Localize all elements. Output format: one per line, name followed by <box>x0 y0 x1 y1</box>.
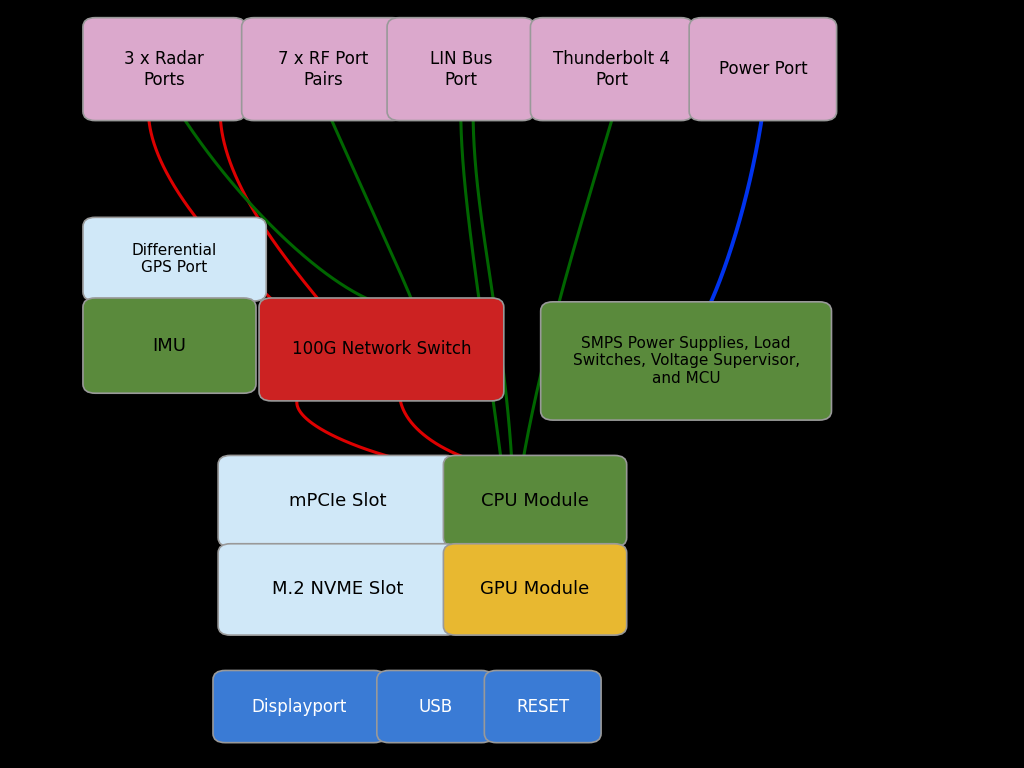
FancyBboxPatch shape <box>213 670 386 743</box>
FancyBboxPatch shape <box>443 455 627 547</box>
FancyBboxPatch shape <box>541 302 831 420</box>
Text: USB: USB <box>418 697 453 716</box>
Text: IMU: IMU <box>153 336 186 355</box>
Text: Displayport: Displayport <box>252 697 347 716</box>
FancyBboxPatch shape <box>83 217 266 301</box>
Text: M.2 NVME Slot: M.2 NVME Slot <box>272 581 403 598</box>
FancyBboxPatch shape <box>377 670 494 743</box>
FancyBboxPatch shape <box>218 544 458 635</box>
Text: SMPS Power Supplies, Load
Switches, Voltage Supervisor,
and MCU: SMPS Power Supplies, Load Switches, Volt… <box>572 336 800 386</box>
FancyBboxPatch shape <box>484 670 601 743</box>
Text: mPCIe Slot: mPCIe Slot <box>289 492 387 510</box>
Text: 100G Network Switch: 100G Network Switch <box>292 340 471 359</box>
Text: GPU Module: GPU Module <box>480 581 590 598</box>
Text: 3 x Radar
Ports: 3 x Radar Ports <box>124 50 205 88</box>
FancyBboxPatch shape <box>530 18 693 121</box>
Text: 7 x RF Port
Pairs: 7 x RF Port Pairs <box>278 50 369 88</box>
Text: RESET: RESET <box>516 697 569 716</box>
FancyBboxPatch shape <box>83 298 256 393</box>
FancyBboxPatch shape <box>259 298 504 401</box>
FancyBboxPatch shape <box>83 18 246 121</box>
FancyBboxPatch shape <box>242 18 404 121</box>
Text: LIN Bus
Port: LIN Bus Port <box>429 50 493 88</box>
Text: Differential
GPS Port: Differential GPS Port <box>132 243 217 276</box>
FancyBboxPatch shape <box>218 455 458 547</box>
Text: Thunderbolt 4
Port: Thunderbolt 4 Port <box>553 50 671 88</box>
Text: Power Port: Power Port <box>719 60 807 78</box>
FancyBboxPatch shape <box>387 18 535 121</box>
Text: CPU Module: CPU Module <box>481 492 589 510</box>
FancyBboxPatch shape <box>443 544 627 635</box>
FancyBboxPatch shape <box>689 18 837 121</box>
